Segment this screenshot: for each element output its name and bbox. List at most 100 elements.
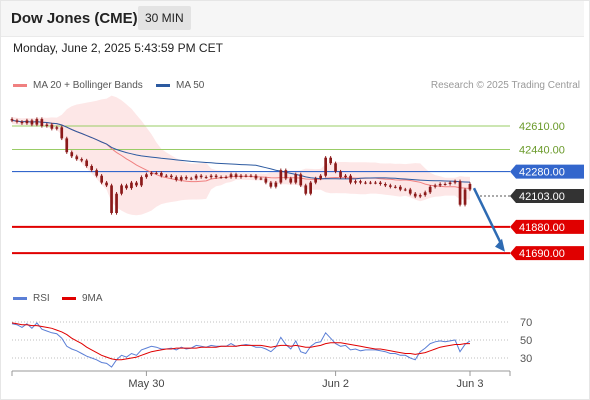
candle-body	[125, 185, 128, 189]
ma9-swatch	[62, 296, 76, 300]
legend-9ma-label: 9MA	[82, 293, 103, 304]
candle-body	[224, 177, 228, 179]
chart-header: Dow Jones (CME) 30 MIN	[0, 0, 584, 37]
candle-body	[20, 121, 24, 124]
candle-body	[364, 182, 367, 184]
candle-body	[433, 185, 437, 187]
candle-body	[339, 171, 342, 178]
bollinger-band	[12, 95, 470, 216]
candle-body	[95, 170, 98, 176]
candle-body	[15, 120, 19, 122]
ma20-swatch	[13, 83, 27, 87]
candle-body	[309, 182, 312, 194]
candle-body	[448, 182, 452, 184]
candle-body	[244, 175, 248, 177]
candle-body	[170, 175, 173, 178]
level-label-42610.00: 42610.00	[519, 121, 565, 133]
candle-body	[165, 175, 168, 177]
level-label-41880.00: 41880.00	[519, 222, 565, 234]
candle-body	[120, 185, 123, 194]
ma50-line	[11, 119, 471, 183]
candle-body	[179, 177, 183, 180]
candle-body	[254, 175, 258, 179]
candle-body	[105, 182, 108, 186]
candle-body	[229, 174, 233, 178]
candle-body	[418, 195, 422, 197]
candle-body	[349, 175, 352, 183]
candle-body	[214, 175, 218, 178]
interval-selector[interactable]: 30 MIN	[138, 6, 191, 30]
candle-body	[184, 177, 188, 179]
candle-body	[259, 178, 263, 180]
level-badge-41690.00	[510, 246, 584, 261]
legend-rsi-label: RSI	[33, 293, 50, 304]
candle-body	[75, 156, 79, 160]
candle-body	[70, 152, 74, 157]
candle-body	[369, 182, 372, 184]
candle-body	[234, 174, 238, 178]
candle-body	[329, 157, 332, 164]
candle-body	[379, 182, 382, 184]
candle-body	[239, 175, 243, 178]
candle-body	[155, 172, 158, 174]
candle-body	[374, 182, 377, 184]
legend-ma20: MA 20 + Bollinger Bands	[13, 80, 143, 91]
candle-body	[55, 127, 59, 129]
candle-body	[174, 177, 178, 180]
candle-body	[344, 175, 347, 178]
candle-body	[314, 178, 317, 183]
candle-body	[204, 177, 208, 179]
candle-body	[199, 175, 203, 178]
candle-body	[150, 172, 153, 175]
candle-body	[269, 182, 273, 187]
legend-9ma: 9MA	[62, 293, 103, 304]
level-label-42280.00: 42280.00	[519, 167, 565, 179]
chart-datetime: Monday, June 2, 2025 5:43:59 PM CET	[13, 41, 223, 55]
legend-rsi: RSI	[13, 293, 50, 304]
candle-body	[80, 159, 83, 161]
candle-body	[209, 175, 213, 178]
candle-body	[304, 185, 308, 194]
candle-body	[30, 120, 34, 125]
candle-body	[100, 175, 103, 183]
candle-body	[85, 160, 88, 166]
candle-body	[264, 178, 268, 183]
candle-body	[299, 174, 303, 186]
level-badge-42103.00	[510, 189, 584, 204]
candle-body	[135, 182, 138, 186]
candle-body	[45, 124, 49, 126]
level-label-42103.00: 42103.00	[519, 191, 565, 203]
candle-body	[399, 186, 402, 190]
candle-body	[279, 170, 283, 183]
candle-body	[65, 138, 69, 153]
candle-body	[140, 177, 143, 186]
candle-body	[394, 186, 397, 188]
time-axis-label-May 30: May 30	[128, 378, 164, 390]
level-label-41690.00: 41690.00	[519, 248, 565, 260]
candle-body	[413, 193, 417, 197]
candle-body	[40, 119, 44, 126]
projection-arrow	[472, 187, 504, 247]
candle-body	[10, 119, 14, 121]
research-credit: Research © 2025 Trading Central	[430, 80, 580, 91]
candle-body	[219, 177, 223, 179]
candle-body	[359, 181, 362, 183]
candle-body	[319, 175, 322, 179]
candle-body	[50, 124, 54, 129]
rsi-tick-70: 70	[520, 317, 532, 329]
candle-body	[194, 175, 198, 179]
candle-body	[35, 119, 39, 125]
candle-body	[443, 184, 447, 185]
rsi-9ma-line	[11, 322, 470, 361]
candle-body	[384, 184, 387, 186]
rsi-tick-30: 30	[520, 353, 532, 365]
level-badge-41880.00	[510, 219, 584, 234]
time-axis-label-Jun 3: Jun 3	[457, 378, 484, 390]
instrument-title: Dow Jones (CME)	[11, 10, 138, 27]
candle-body	[463, 189, 467, 205]
candle-body	[90, 166, 93, 171]
level-badge-42280.00	[510, 164, 584, 179]
candle-body	[294, 174, 298, 183]
candle-body	[145, 174, 148, 178]
